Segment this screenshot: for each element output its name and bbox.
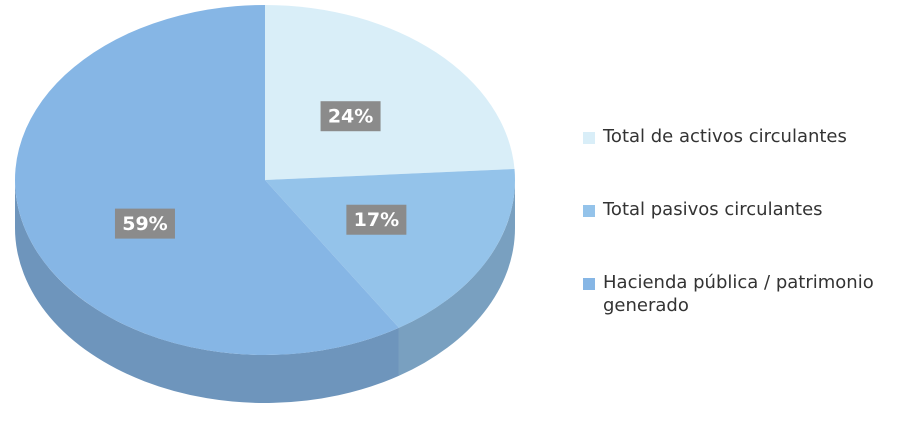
data-label: 17% xyxy=(346,204,407,235)
legend-swatch xyxy=(583,205,595,217)
slice xyxy=(265,169,515,328)
label-box xyxy=(320,101,381,132)
slice-side xyxy=(15,180,399,403)
legend-label: Total de activos circulantes xyxy=(603,126,847,147)
legend-swatch xyxy=(583,132,595,144)
data-label: 59% xyxy=(114,208,175,239)
legend: Total de activos circulantes Total pasivo… xyxy=(583,125,888,367)
legend-item: Total pasivos circulantes xyxy=(583,198,888,221)
slice xyxy=(14,5,399,356)
data-label: 24% xyxy=(320,101,381,132)
label-text: 59% xyxy=(122,213,167,235)
slice-side xyxy=(398,180,515,376)
legend-item: Total de activos circulantes xyxy=(583,125,888,148)
legend-item: Hacienda pública / patrimonio generado xyxy=(583,271,888,317)
legend-label: Hacienda pública / patrimonio generado xyxy=(603,272,874,316)
legend-swatch xyxy=(583,278,595,290)
legend-label: Total pasivos circulantes xyxy=(603,199,823,220)
label-text: 17% xyxy=(354,209,399,231)
label-text: 24% xyxy=(328,106,373,128)
slice xyxy=(265,5,515,180)
label-box xyxy=(114,208,175,239)
label-box xyxy=(346,204,407,235)
